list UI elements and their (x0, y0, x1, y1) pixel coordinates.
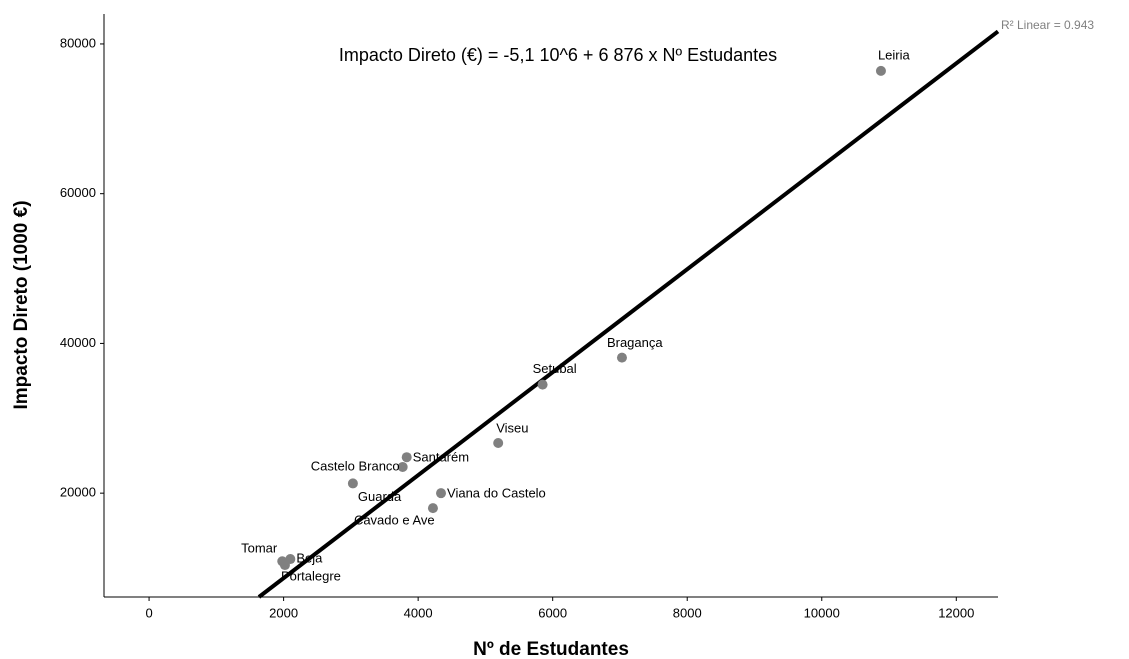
point-label: Setubal (533, 361, 577, 376)
y-tick-label: 80000 (60, 35, 96, 50)
x-tick-label: 4000 (404, 605, 433, 620)
y-tick-label: 60000 (60, 185, 96, 200)
x-tick-label: 8000 (673, 605, 702, 620)
y-tick-label: 40000 (60, 335, 96, 350)
y-axis-title: Impacto Direto (1000 €) (11, 200, 32, 409)
point (279, 560, 290, 571)
x-tick-label: 2000 (269, 605, 298, 620)
point-label: Cávado e Ave (354, 513, 435, 528)
x-tick-label: 6000 (538, 605, 567, 620)
x-tick-label: 0 (145, 605, 152, 620)
point (401, 452, 412, 463)
point (616, 352, 627, 363)
point (347, 478, 358, 489)
fit-line (257, 29, 1000, 599)
point-label: Santarém (413, 450, 469, 465)
x-tick-label: 10000 (804, 605, 840, 620)
point-label: Guarda (358, 489, 402, 504)
point-label: Leiria (878, 47, 911, 62)
point (537, 379, 548, 390)
point-label: Portalegre (281, 568, 341, 583)
point (436, 488, 447, 499)
point-label: Viseu (496, 420, 528, 435)
point (397, 461, 408, 472)
x-tick-label: 12000 (938, 605, 974, 620)
point-label: Viana do Castelo (447, 486, 546, 501)
fit-label: R² Linear = 0.943 (1001, 18, 1094, 32)
point-label: Tomar (241, 541, 278, 556)
point-label: Bragança (607, 335, 663, 350)
point-label: Beja (296, 550, 323, 565)
point (427, 503, 438, 514)
point-label: Castelo Branco (311, 458, 400, 473)
point (493, 437, 504, 448)
y-tick-label: 20000 (60, 485, 96, 500)
point (875, 65, 886, 76)
equation: Impacto Direto (€) = -5,1 10^6 + 6 876 x… (339, 45, 777, 65)
x-axis-title: Nº de Estudantes (473, 639, 629, 659)
